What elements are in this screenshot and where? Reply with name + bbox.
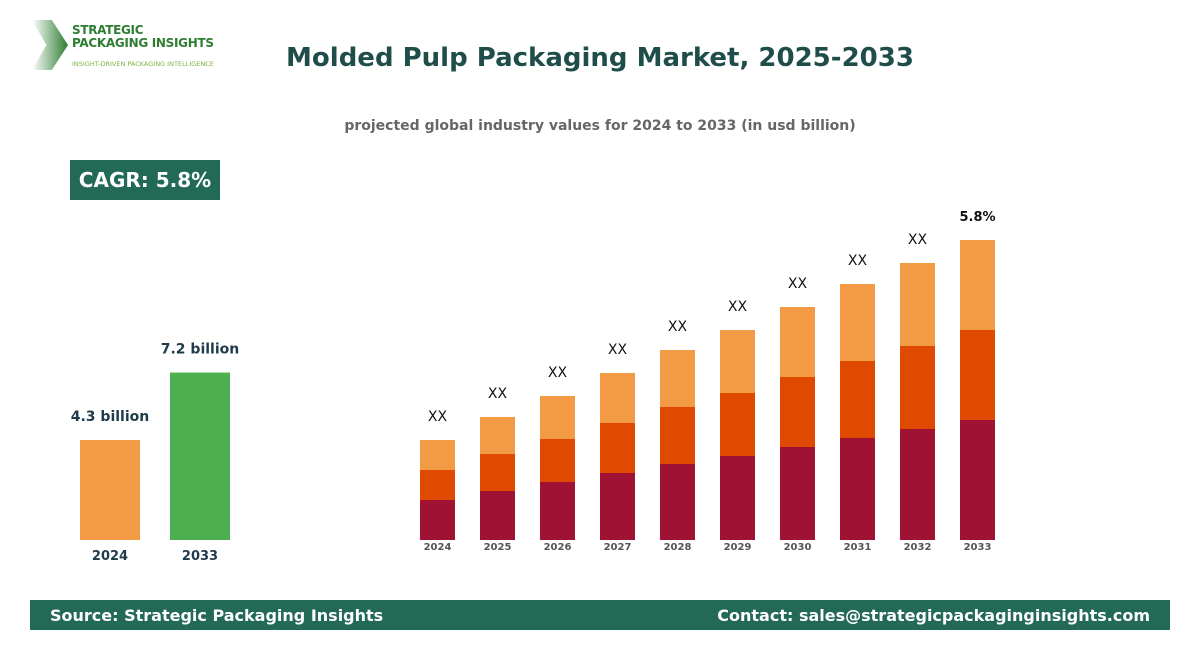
x-tick-2032: 2032 [904,542,932,553]
x-tick-2026: 2026 [544,542,572,553]
data-label-2033: 5.8% [959,210,995,225]
bar-segment-2028-1 [660,407,695,464]
bar-segment-2028-0 [660,464,695,540]
data-label-2029: XX [728,299,748,315]
data-label-2030: XX [788,276,808,292]
bar-segment-2025-0 [480,491,515,540]
x-tick-2029: 2029 [724,542,752,553]
data-label-2024: XX [428,409,448,425]
bar-segment-2032-2 [900,263,935,346]
x-tick-2024: 2024 [424,542,452,553]
x-tick-2030: 2030 [784,542,812,553]
bar-segment-2027-2 [600,373,635,423]
bar-segment-2033-0 [960,420,995,540]
bar-2033 [170,372,230,540]
chart-title: Molded Pulp Packaging Market, 2025-2033 [286,43,914,73]
cagr-badge: CAGR: 5.8% [70,160,220,200]
bar-segment-2024-0 [420,500,455,540]
source-text: Source: Strategic Packaging Insights [50,605,384,625]
bar-segment-2024-1 [420,470,455,500]
x-tick-2031: 2031 [844,542,872,553]
x-tick-2028: 2028 [664,542,692,553]
bar-segment-2030-0 [780,447,815,540]
bar-segment-2029-2 [720,330,755,393]
bar-segment-2031-0 [840,438,875,540]
bar-segment-2033-2 [960,240,995,330]
bar-2024 [80,440,140,540]
bar-segment-2031-2 [840,284,875,361]
bar-segment-2024-2 [420,440,455,470]
footer: Source: Strategic Packaging Insights Con… [30,600,1170,630]
logo-line1: STRATEGIC [72,23,144,37]
bar-segment-2025-2 [480,417,515,454]
bar-segment-2027-1 [600,423,635,473]
bar-segment-2026-2 [540,396,575,439]
bar-segment-2025-1 [480,454,515,491]
bar-segment-2026-0 [540,482,575,540]
data-label-2026: XX [548,365,568,381]
contact-text[interactable]: Contact: sales@strategicpackaginginsight… [717,605,1150,625]
data-label-2031: XX [848,253,868,269]
data-label-2025: XX [488,386,508,402]
data-label-2024: 4.3 billion [71,409,149,425]
x-tick-2027: 2027 [604,542,632,553]
bar-segment-2033-1 [960,330,995,420]
data-label-2033: 7.2 billion [161,342,239,358]
logo-tagline: INSIGHT-DRIVEN PACKAGING INTELLIGENCE [72,60,214,68]
logo: STRATEGIC PACKAGING INSIGHTS INSIGHT-DRI… [32,20,232,72]
x-tick-2025: 2025 [484,542,512,553]
bar-segment-2029-1 [720,393,755,456]
bar-segment-2032-1 [900,346,935,429]
x-tick-2033: 2033 [182,549,218,564]
x-tick-2033: 2033 [964,542,992,553]
chart-subtitle: projected global industry values for 202… [344,118,856,134]
bar-segment-2030-1 [780,377,815,447]
bar-segment-2029-0 [720,456,755,540]
chart-area: 4.3 billion 2024 7.2 billion 2033 XX 2024 XX 20… [71,210,996,564]
x-tick-2024: 2024 [92,549,128,564]
bar-segment-2026-1 [540,439,575,482]
bar-segment-2028-2 [660,350,695,407]
bar-segment-2031-1 [840,361,875,438]
bar-segment-2027-0 [600,473,635,540]
data-label-2027: XX [608,342,628,358]
bar-segment-2032-0 [900,429,935,540]
logo-line2: PACKAGING INSIGHTS [72,36,214,50]
data-label-2028: XX [668,319,688,335]
data-label-2032: XX [908,232,928,248]
bar-segment-2030-2 [780,307,815,377]
